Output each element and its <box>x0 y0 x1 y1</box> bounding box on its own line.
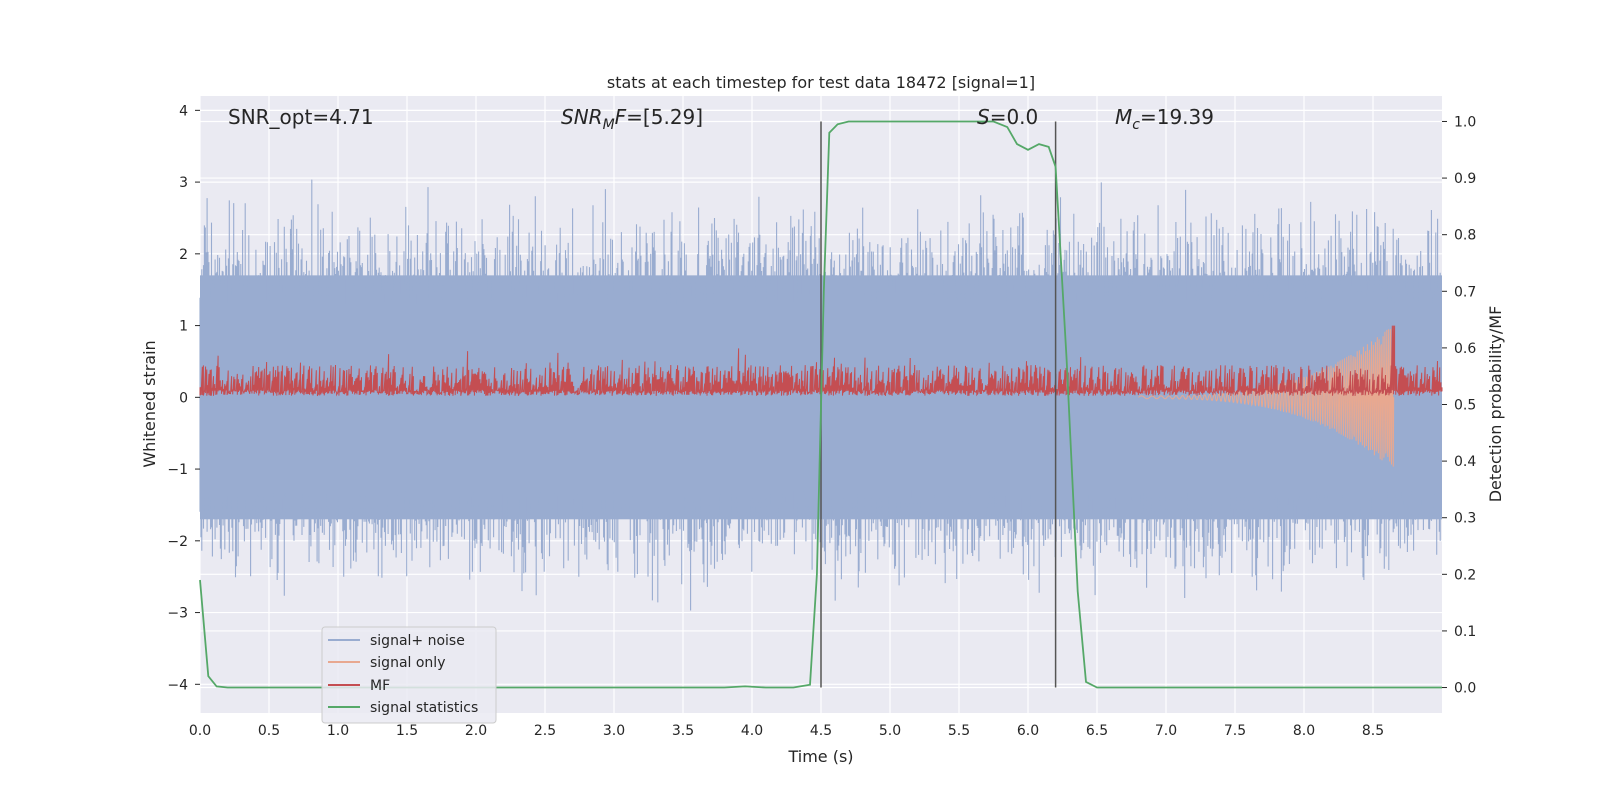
x-tick-label: 7.0 <box>1155 723 1177 739</box>
x-tick-label: 6.5 <box>1086 723 1108 739</box>
signal-only-trace <box>1138 328 1395 467</box>
y-right-tick-label: 0.9 <box>1454 171 1476 187</box>
y-right-tick-label: 0.1 <box>1454 624 1476 640</box>
x-tick-label: 3.5 <box>672 723 694 739</box>
legend-label-signal-statistics: signal statistics <box>370 700 478 716</box>
x-tick-label: 4.5 <box>810 723 832 739</box>
series-signal-only <box>1138 328 1395 467</box>
y-right-tick-label: 0.3 <box>1454 511 1476 527</box>
y-right-tick-label: 0.4 <box>1454 454 1476 470</box>
y-right-tick-label: 0.7 <box>1454 284 1476 300</box>
y-right-axis-label: Detection probability/MF <box>1486 306 1505 503</box>
y-left-tick-label: 1 <box>179 319 188 335</box>
y-left-tick-label: 3 <box>179 175 188 191</box>
x-axis-ticks: 0.0 0.5 1.0 1.5 2.0 2.5 3.0 3.5 4.0 4.5 5.0 5.5 6.0 6… <box>189 723 1384 739</box>
y-right-tick-label: 0.8 <box>1454 228 1476 244</box>
y-left-tick-label: −2 <box>167 534 188 550</box>
y-right-tick-label: 0.0 <box>1454 681 1476 697</box>
y-right-tick-label: 1.0 <box>1454 114 1476 130</box>
legend: signal+ noise signal only MF signal stat… <box>321 626 497 724</box>
chart-title: stats at each timestep for test data 184… <box>607 73 1035 92</box>
x-tick-label: 2.5 <box>534 723 556 739</box>
y-left-tick-label: 0 <box>179 390 188 406</box>
y-right-tick-label: 0.5 <box>1454 398 1476 414</box>
x-tick-label: 5.5 <box>948 723 970 739</box>
x-tick-label: 1.5 <box>396 723 418 739</box>
y-right-tick-label: 0.6 <box>1454 341 1476 357</box>
legend-label-mf: MF <box>370 678 390 694</box>
x-tick-label: 8.0 <box>1293 723 1315 739</box>
legend-label-signal-only: signal only <box>370 655 445 671</box>
x-tick-label: 6.0 <box>1017 723 1039 739</box>
x-tick-label: 7.5 <box>1224 723 1246 739</box>
x-tick-label: 1.0 <box>327 723 349 739</box>
legend-label-signal-noise: signal+ noise <box>370 633 465 649</box>
x-tick-label: 0.0 <box>189 723 211 739</box>
annotation-mc: Mc=19.39 <box>1115 105 1214 133</box>
y-right-tick-label: 0.2 <box>1454 567 1476 583</box>
annotation-snr-opt: SNR_opt=4.71 <box>228 105 374 129</box>
annotation-s: S=0.0 <box>977 105 1038 129</box>
x-tick-label: 4.0 <box>741 723 763 739</box>
x-tick-label: 8.5 <box>1362 723 1384 739</box>
y-left-tick-label: −4 <box>167 677 188 693</box>
y-right-axis-ticks: 1.0 0.9 0.8 0.7 0.6 0.5 0.4 0.3 0.2 0.1 0.0 <box>1442 114 1476 697</box>
y-left-tick-label: −3 <box>167 606 188 622</box>
y-left-tick-label: −1 <box>167 462 188 478</box>
x-tick-label: 3.0 <box>603 723 625 739</box>
y-left-tick-label: 2 <box>179 247 188 263</box>
y-left-tick-label: 4 <box>179 103 188 119</box>
x-tick-label: 0.5 <box>258 723 280 739</box>
x-tick-label: 2.0 <box>465 723 487 739</box>
y-left-axis-ticks: 4 3 2 1 0 −1 −2 −3 −4 <box>167 103 200 693</box>
x-axis-label: Time (s) <box>787 747 853 766</box>
annotation-snr-mf: SNRMF=[5.29] <box>561 105 703 133</box>
x-tick-label: 5.0 <box>879 723 901 739</box>
y-left-axis-label: Whitened strain <box>140 340 159 467</box>
